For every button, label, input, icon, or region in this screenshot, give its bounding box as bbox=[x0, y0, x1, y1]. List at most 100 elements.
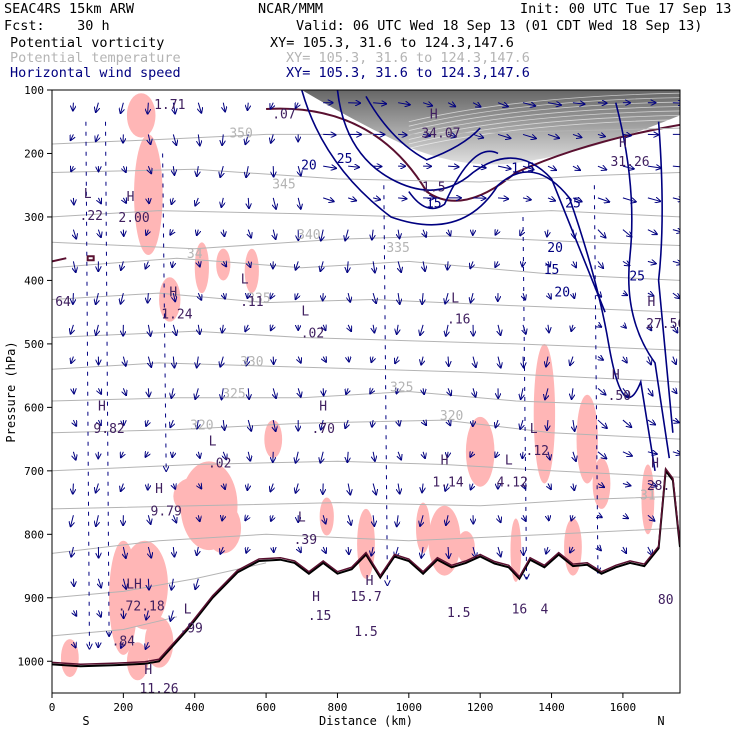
theta-contour bbox=[52, 127, 680, 145]
wind-vector bbox=[523, 515, 526, 521]
pv-shade-blob bbox=[205, 502, 242, 554]
wind-vector bbox=[373, 103, 386, 104]
wind-speed-label: 15 bbox=[544, 263, 560, 278]
wind-vector bbox=[548, 451, 550, 460]
wind-vector bbox=[348, 293, 350, 302]
wind-vector bbox=[420, 324, 423, 335]
wind-vector bbox=[623, 515, 628, 518]
wind-vector bbox=[672, 230, 680, 232]
wind-vector bbox=[173, 515, 176, 522]
y-axis-label: Pressure (hPa) bbox=[4, 341, 18, 442]
wind-vector bbox=[570, 356, 573, 366]
pv-extremum-label: 1.24 bbox=[161, 308, 192, 323]
wind-vector bbox=[198, 484, 201, 489]
wind-vector bbox=[373, 198, 380, 200]
wind-vector bbox=[223, 451, 226, 460]
pv-extremum-label: 4.12 bbox=[497, 476, 528, 491]
wind-vector bbox=[395, 356, 398, 364]
x-tick-label: 1000 bbox=[396, 701, 423, 714]
wind-vector bbox=[270, 483, 273, 492]
wind-vector bbox=[347, 198, 356, 201]
wind-vector bbox=[148, 198, 149, 203]
pv-extremum-label: L bbox=[298, 511, 306, 526]
pv-shade-blob bbox=[126, 642, 149, 681]
wind-vector bbox=[172, 452, 173, 457]
theta-label: 320 bbox=[190, 419, 213, 434]
wind-speed-contour bbox=[657, 121, 674, 433]
pv-contour-2pvu bbox=[266, 107, 680, 202]
wind-vector bbox=[296, 261, 299, 269]
wind-vector bbox=[222, 324, 223, 333]
wind-vector bbox=[223, 229, 224, 237]
pv-extremum-label: 11.26 bbox=[139, 682, 178, 697]
wind-vector bbox=[148, 165, 151, 173]
pv-extremum-label: 80 bbox=[658, 593, 674, 608]
wind-vector bbox=[71, 356, 73, 363]
theta-label: 345 bbox=[272, 177, 295, 192]
pv-extremum-label: H bbox=[441, 453, 449, 468]
wind-vector bbox=[423, 420, 426, 425]
pv-extremum-label: H bbox=[430, 108, 438, 123]
wind-vector bbox=[198, 292, 201, 300]
wind-vector bbox=[321, 419, 323, 429]
wind-vector bbox=[73, 451, 75, 460]
wind-vector bbox=[548, 324, 549, 332]
wind-vector bbox=[198, 102, 201, 113]
wind-vector bbox=[73, 293, 74, 304]
pv-extremum-label: H bbox=[127, 190, 135, 205]
pv-shade-blob bbox=[592, 458, 611, 509]
wind-vector bbox=[273, 419, 275, 431]
wind-vector bbox=[298, 547, 301, 552]
wind-vector bbox=[323, 325, 325, 330]
wind-vector bbox=[570, 547, 573, 552]
wind-vector bbox=[672, 198, 680, 200]
wind-vector bbox=[146, 642, 149, 649]
wind-vector bbox=[448, 166, 459, 167]
pv-shade-blob bbox=[126, 93, 156, 138]
wind-vector bbox=[170, 419, 173, 427]
wind-vector bbox=[298, 166, 301, 175]
pv-extremum-label: 2.00 bbox=[118, 211, 149, 226]
wind-vector bbox=[197, 230, 198, 235]
wind-vector bbox=[222, 388, 224, 399]
wind-vector bbox=[73, 261, 75, 272]
pv-extremum-label: .07 bbox=[272, 108, 295, 123]
wind-vector bbox=[423, 451, 425, 458]
pv-extremum-label: .22 bbox=[80, 209, 103, 224]
wind-vector bbox=[296, 451, 299, 463]
pv-extremum-label: L bbox=[209, 434, 217, 449]
wind-vector bbox=[398, 229, 399, 239]
pv-extremum-label: H bbox=[319, 400, 327, 415]
wind-vector bbox=[373, 483, 376, 495]
wind-vector bbox=[271, 134, 273, 142]
pv-shade-blob bbox=[194, 242, 209, 294]
wind-vector bbox=[98, 388, 101, 394]
field-wind-xy: XY= 105.3, 31.6 to 124.3,147.6 bbox=[286, 65, 530, 81]
wind-vector bbox=[248, 261, 250, 267]
wind-vector bbox=[397, 324, 398, 334]
y-tick-label: 400 bbox=[24, 274, 44, 287]
wind-vector bbox=[421, 546, 423, 558]
wind-vector bbox=[622, 166, 634, 169]
wind-speed-contour bbox=[408, 150, 499, 210]
wind-vector bbox=[448, 229, 450, 236]
wind-vector bbox=[672, 292, 680, 298]
field-theta-name: Potential temperature bbox=[10, 50, 181, 66]
wind-vector bbox=[496, 419, 499, 427]
wind-vector bbox=[423, 261, 425, 271]
wind-vector bbox=[223, 420, 224, 430]
wind-vector bbox=[271, 515, 273, 521]
pv-contour-left bbox=[52, 255, 95, 263]
wind-vector bbox=[447, 134, 456, 136]
wind-vector bbox=[248, 197, 249, 208]
pv-extremum-label: 1.71 bbox=[154, 98, 185, 113]
pv-extremum-label: 1.14 bbox=[432, 476, 463, 491]
wind-vector bbox=[296, 292, 299, 299]
wind-vector bbox=[398, 134, 407, 135]
wind-vector bbox=[373, 292, 376, 303]
pv-extremum-label: LH bbox=[126, 577, 142, 592]
x-tick-label: 800 bbox=[328, 701, 348, 714]
field-pv-xy: XY= 105.3, 31.6 to 124.3,147.6 bbox=[270, 35, 514, 51]
wind-vector bbox=[121, 102, 124, 113]
y-tick-label: 700 bbox=[24, 465, 44, 478]
